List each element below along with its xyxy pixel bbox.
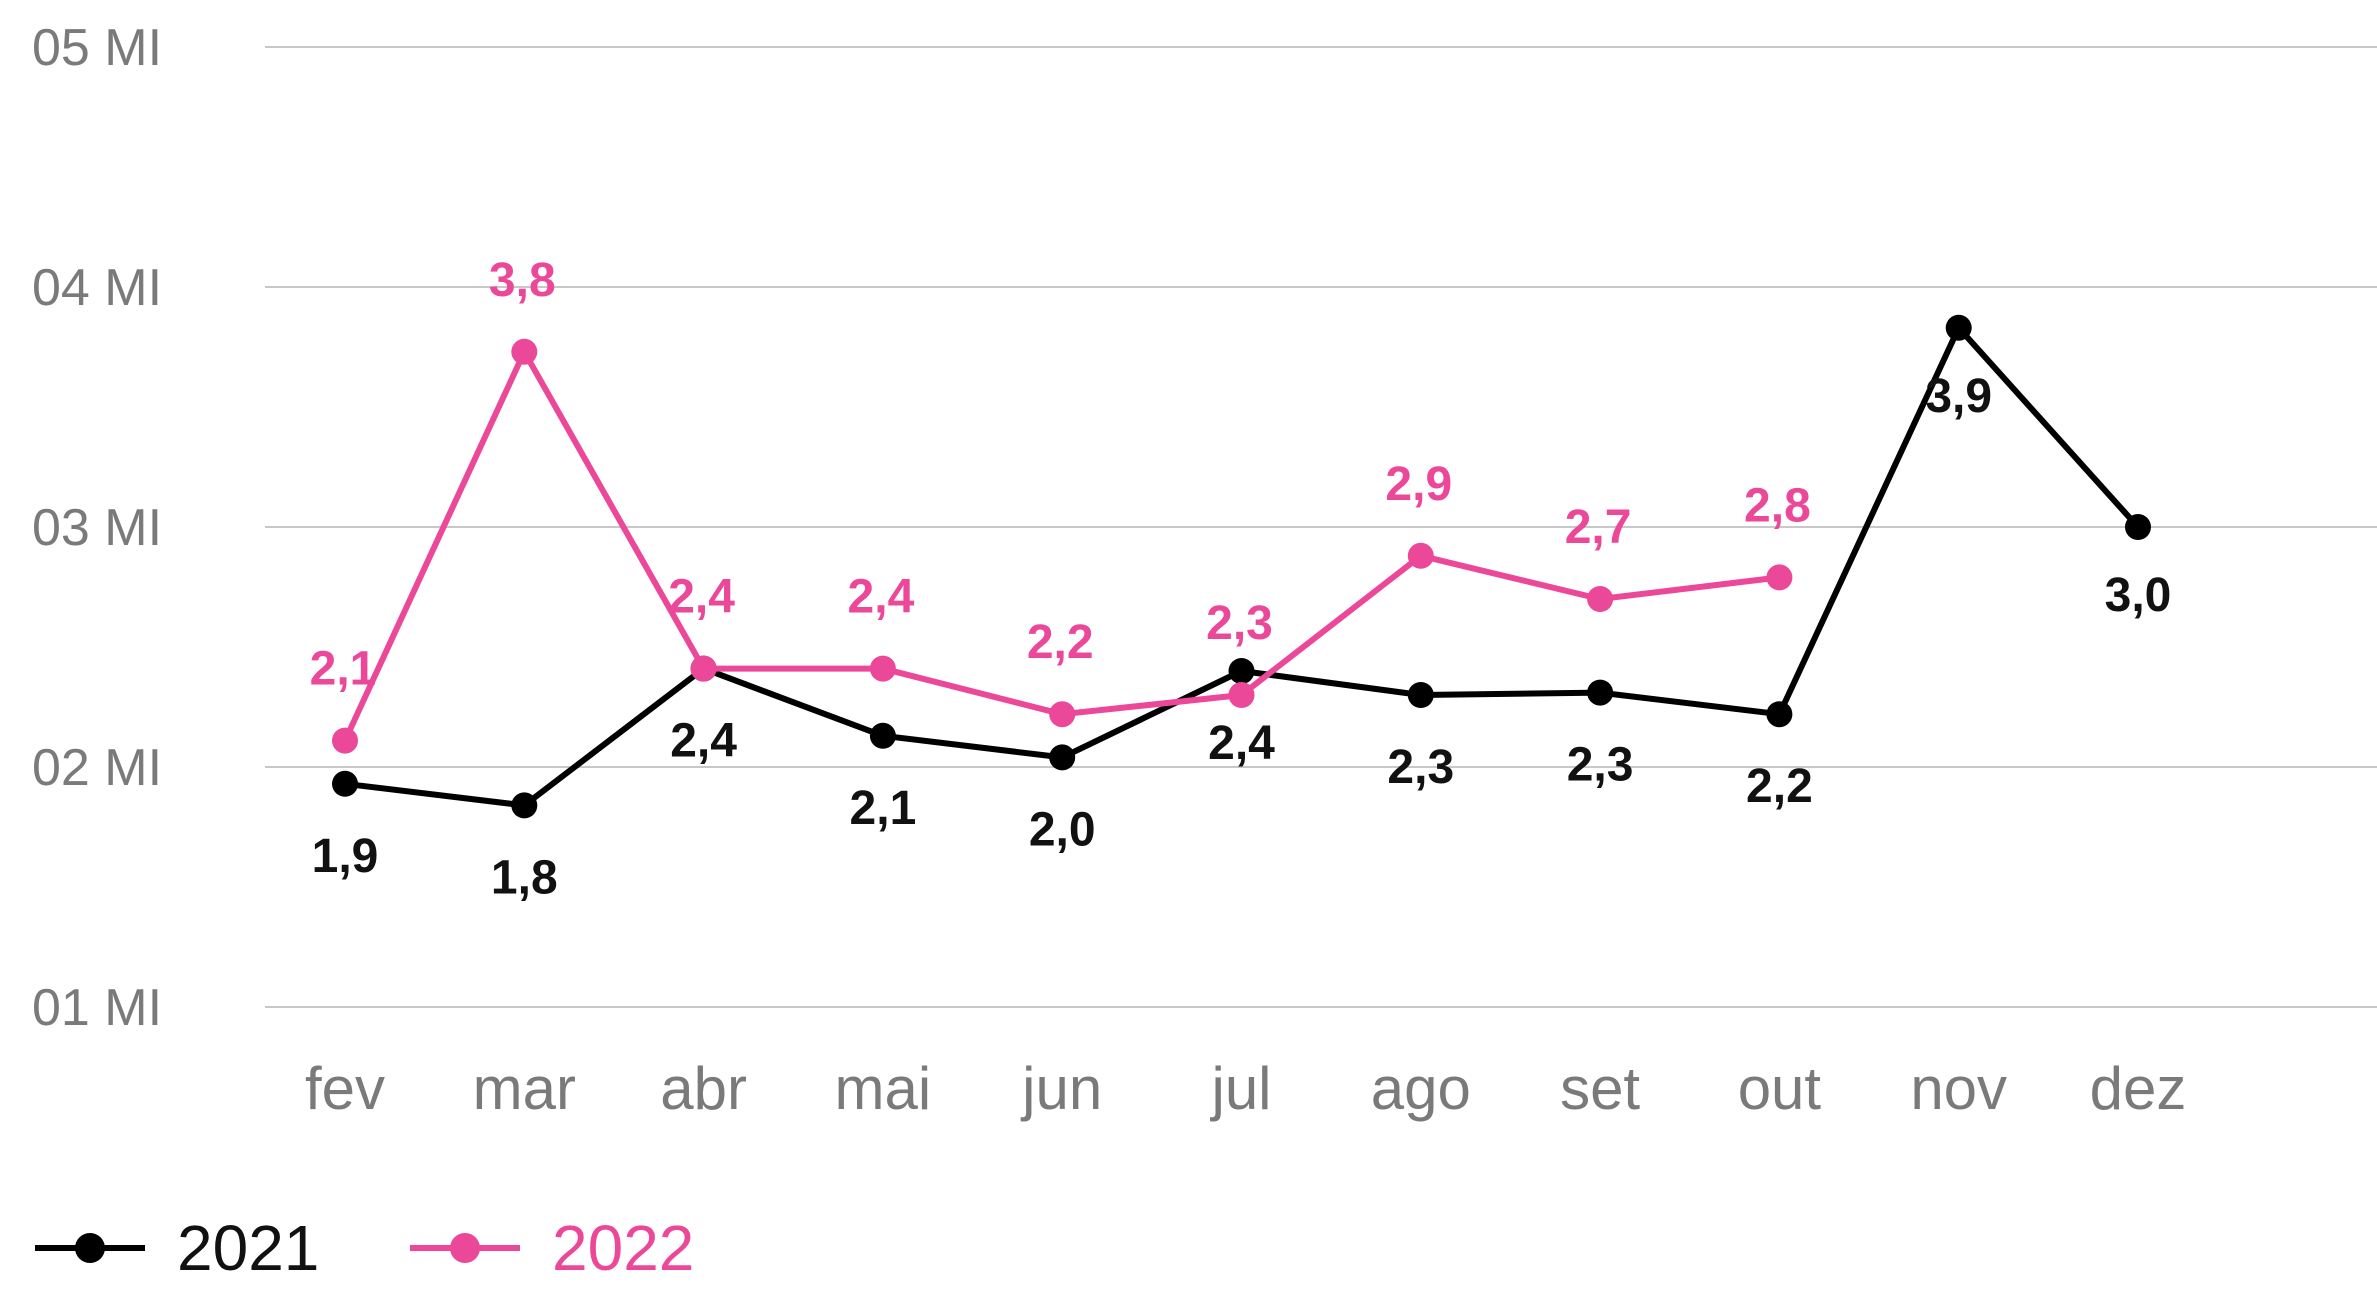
gridlines xyxy=(265,46,2377,1008)
data-point-2021 xyxy=(1945,314,1972,341)
x-tick-label: jul xyxy=(1209,1055,1271,1122)
data-label-2021: 1,9 xyxy=(312,830,379,883)
x-tick-label: ago xyxy=(1371,1055,1471,1122)
data-label-2021: 2,3 xyxy=(1387,741,1454,794)
data-point-2021 xyxy=(2125,514,2151,540)
data-point-2022 xyxy=(511,338,538,365)
x-tick-label: set xyxy=(1560,1055,1640,1122)
data-label-2022: 2,4 xyxy=(848,571,915,624)
y-tick-label: 01 MI xyxy=(32,979,162,1037)
data-label-2022: 2,4 xyxy=(668,571,735,624)
data-point-2022 xyxy=(869,655,896,682)
data-point-2021 xyxy=(1587,679,1614,706)
data-label-2021: 2,1 xyxy=(850,782,917,835)
data-label-2022: 2,3 xyxy=(1206,597,1273,650)
data-point-2021 xyxy=(332,770,358,797)
y-tick-label: 03 MI xyxy=(32,499,162,557)
data-label-2021: 2,3 xyxy=(1567,739,1634,792)
data-label-2021: 3,9 xyxy=(1925,370,1992,423)
x-axis-ticks: fev mar abr mai jun jul ago set out nov dez xyxy=(305,1055,2186,1122)
data-label-2022: 2,7 xyxy=(1565,501,1632,554)
data-point-2022 xyxy=(1766,564,1793,591)
data-label-2022: 2,2 xyxy=(1027,616,1094,669)
data-point-2022 xyxy=(690,655,717,682)
data-point-2022 xyxy=(1587,586,1614,612)
legend: 2021 2022 xyxy=(35,1212,694,1284)
data-point-2021 xyxy=(1049,744,1076,771)
data-point-2021 xyxy=(1407,682,1434,708)
data-label-2021: 1,8 xyxy=(491,851,558,904)
series-lines xyxy=(332,314,2151,819)
data-point-2021 xyxy=(869,722,896,749)
y-axis-ticks: 01 MI 02 MI 03 MI 04 MI 05 MI xyxy=(32,19,162,1037)
y-tick-label: 05 MI xyxy=(32,19,162,77)
y-tick-label: 02 MI xyxy=(32,739,162,797)
data-label-2021: 3,0 xyxy=(2105,569,2172,622)
x-tick-label: jun xyxy=(1020,1055,1102,1122)
data-point-2022 xyxy=(1049,701,1076,728)
data-label-2021: 2,0 xyxy=(1029,803,1096,856)
x-tick-label: mai xyxy=(835,1055,932,1122)
data-point-2022 xyxy=(1407,542,1434,569)
x-tick-label: nov xyxy=(1910,1055,2007,1122)
legend-marker-2022 xyxy=(450,1233,480,1263)
data-label-2021: 2,4 xyxy=(670,715,737,768)
data-labels: 1,9 1,8 2,4 2,1 2,0 2,4 2,3 2,3 2,2 3,9 3,0 2,1 3,8 2… xyxy=(310,254,2172,905)
x-tick-label: fev xyxy=(305,1055,385,1122)
data-point-2021 xyxy=(511,792,538,819)
x-tick-label: mar xyxy=(473,1055,576,1122)
y-tick-label: 04 MI xyxy=(32,259,162,317)
x-tick-label: out xyxy=(1738,1055,1822,1122)
data-point-2021 xyxy=(1228,658,1255,684)
data-point-2022 xyxy=(1228,682,1255,708)
legend-marker-2021 xyxy=(75,1233,105,1263)
data-label-2022: 2,9 xyxy=(1385,458,1452,511)
data-label-2021: 2,4 xyxy=(1208,717,1275,770)
data-point-2022 xyxy=(332,727,358,754)
data-label-2022: 3,8 xyxy=(489,254,556,307)
legend-label-2021: 2021 xyxy=(177,1212,319,1284)
x-tick-label: abr xyxy=(660,1055,747,1122)
data-label-2021: 2,2 xyxy=(1746,760,1813,813)
x-tick-label: dez xyxy=(2090,1055,2187,1122)
data-point-2021 xyxy=(1766,701,1793,728)
data-label-2022: 2,1 xyxy=(310,643,377,696)
data-label-2022: 2,8 xyxy=(1744,479,1811,532)
legend-label-2022: 2022 xyxy=(552,1212,694,1284)
